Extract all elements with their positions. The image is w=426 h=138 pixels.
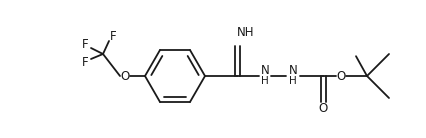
Text: N: N <box>261 64 269 78</box>
Text: F: F <box>82 38 88 51</box>
Text: H: H <box>261 76 269 86</box>
Text: N: N <box>289 64 297 78</box>
Text: F: F <box>82 55 88 68</box>
Text: O: O <box>318 103 328 116</box>
Text: O: O <box>337 70 345 83</box>
Text: F: F <box>109 30 116 43</box>
Text: O: O <box>121 70 130 83</box>
Text: H: H <box>289 76 297 86</box>
Text: NH: NH <box>237 26 255 39</box>
